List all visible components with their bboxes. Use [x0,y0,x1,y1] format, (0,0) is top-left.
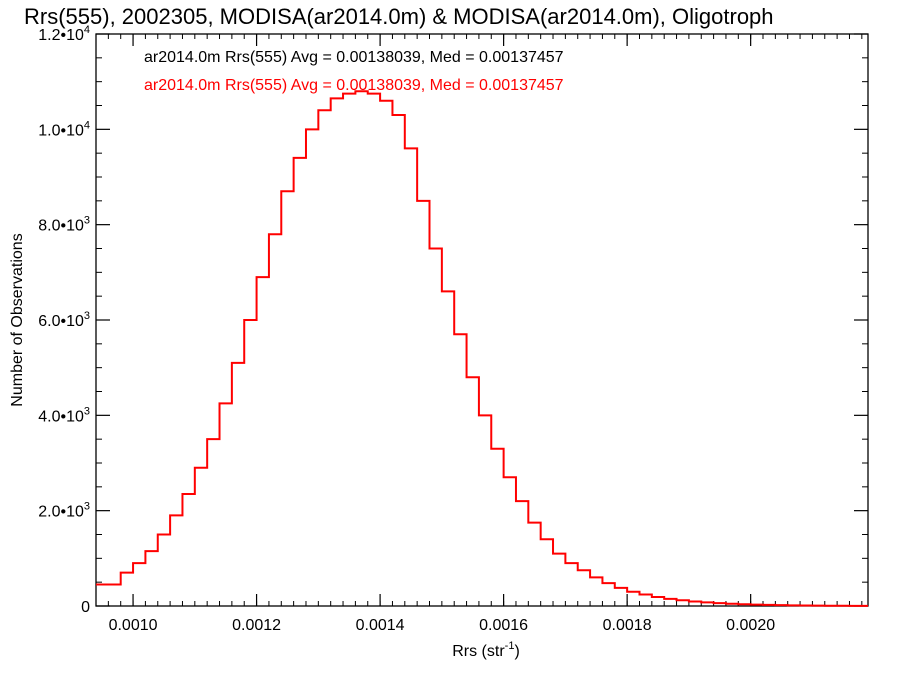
x-tick-label: 0.0012 [232,617,281,634]
chart-title: Rrs(555), 2002305, MODISA(ar2014.0m) & M… [24,4,774,29]
y-axis: 0 2.0•103 4.0•103 6.0•103 8.0•103 1.0•104 1.2•… [38,24,868,616]
x-tick-label: 0.0010 [109,617,158,634]
legend-entry: ar2014.0m Rrs(555) Avg = 0.00138039, Med… [144,77,564,94]
legend: ar2014.0m Rrs(555) Avg = 0.00138039, Med… [144,49,564,94]
series-line [96,90,868,607]
x-tick-label: 0.0020 [726,617,775,634]
x-axis: 0.0010 0.0012 0.0014 0.0016 0.0018 0.0020 [95,34,863,634]
y-tick-label: 1.0•104 [38,119,90,139]
plot-frame [95,33,869,607]
x-tick-label: 0.0014 [356,617,405,634]
x-axis-label: Rrs (str-1) [452,640,520,660]
x-tick-label: 0.0018 [603,617,652,634]
y-tick-label: 6.0•103 [38,310,90,330]
y-tick-label: 0 [81,599,90,616]
y-axis-label: Number of Observations [9,233,26,406]
x-tick-label: 0.0016 [479,617,528,634]
y-tick-label: 1.2•104 [38,24,90,44]
series-layer [96,90,868,607]
legend-entry: ar2014.0m Rrs(555) Avg = 0.00138039, Med… [144,49,564,66]
y-tick-label: 4.0•103 [38,405,90,425]
y-tick-label: 2.0•103 [38,501,90,521]
y-tick-label: 8.0•103 [38,215,90,235]
